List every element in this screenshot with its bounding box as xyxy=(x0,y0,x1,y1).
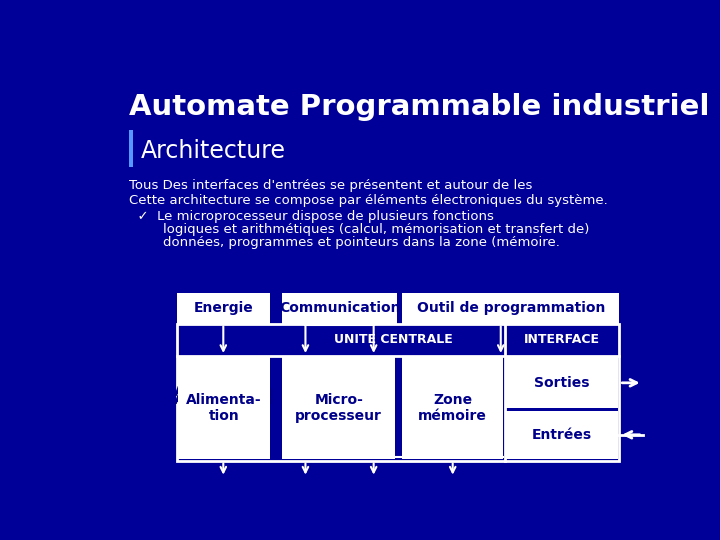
Text: Cette architecture se compose par éléments électroniques du système.: Cette architecture se compose par élémen… xyxy=(129,194,608,207)
Text: Tous Des interfaces d'entrées se présentent et autour de les: Tous Des interfaces d'entrées se présent… xyxy=(129,179,532,192)
Text: Zone
mémoire: Zone mémoire xyxy=(418,393,487,423)
Text: Energie: Energie xyxy=(194,301,253,315)
Text: Alimentation
tation: Alimentation tation xyxy=(174,393,274,423)
Text: Architecture: Architecture xyxy=(140,139,285,163)
Bar xyxy=(506,410,618,459)
Text: UNITE CENTRALE: UNITE CENTRALE xyxy=(334,333,453,346)
Text: données, programmes et pointeurs dans la zone (mémoire.: données, programmes et pointeurs dans la… xyxy=(129,236,559,249)
Text: Alimentation

tation: Alimentation tation xyxy=(174,385,274,431)
Text: INTERFACE: INTERFACE xyxy=(524,333,600,346)
Bar xyxy=(282,293,397,323)
Bar xyxy=(177,293,270,323)
Text: logiques et arithmétiques (calcul, mémorisation et transfert de): logiques et arithmétiques (calcul, mémor… xyxy=(129,222,589,235)
Text: Entrées: Entrées xyxy=(532,428,592,442)
Bar xyxy=(402,357,503,459)
Bar xyxy=(506,357,618,408)
Text: Communication: Communication xyxy=(279,301,400,315)
Bar xyxy=(179,357,270,459)
Text: Micro-
processeur: Micro- processeur xyxy=(295,393,382,423)
Bar xyxy=(179,357,270,459)
Bar xyxy=(402,293,619,323)
Text: Alimenta-
tion: Alimenta- tion xyxy=(186,393,262,423)
Text: Automate Programmable industriel: Automate Programmable industriel xyxy=(129,93,709,121)
Text: ✓  Le microprocesseur dispose de plusieurs fonctions: ✓ Le microprocesseur dispose de plusieur… xyxy=(129,210,494,222)
Bar xyxy=(129,130,133,167)
Bar xyxy=(177,323,619,461)
Text: Outil de programmation: Outil de programmation xyxy=(417,301,605,315)
Bar xyxy=(179,357,270,459)
Text: Sorties: Sorties xyxy=(534,376,590,390)
Bar xyxy=(282,357,395,459)
